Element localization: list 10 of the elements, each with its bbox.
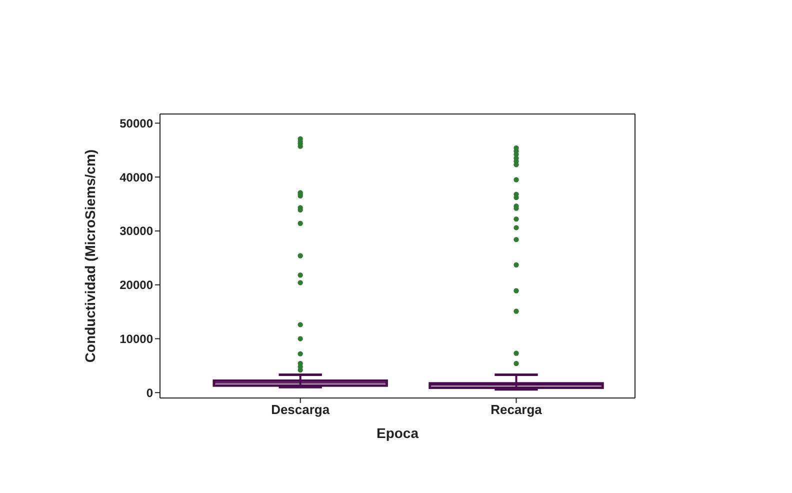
x-tick-label: Descarga xyxy=(271,402,330,418)
y-tick-label: 0 xyxy=(146,386,154,400)
y-tick-label: 20000 xyxy=(120,278,154,292)
y-tick-label: 30000 xyxy=(120,224,154,238)
y-tick-label: 40000 xyxy=(120,170,154,184)
x-axis-title: Epoca xyxy=(376,425,419,441)
y-tick-label: 50000 xyxy=(120,116,154,130)
y-axis-title: Conductividad (MicroSiems/cm) xyxy=(82,149,98,363)
y-tick-label: 10000 xyxy=(120,332,154,346)
x-tick-label: Recarga xyxy=(490,402,543,418)
